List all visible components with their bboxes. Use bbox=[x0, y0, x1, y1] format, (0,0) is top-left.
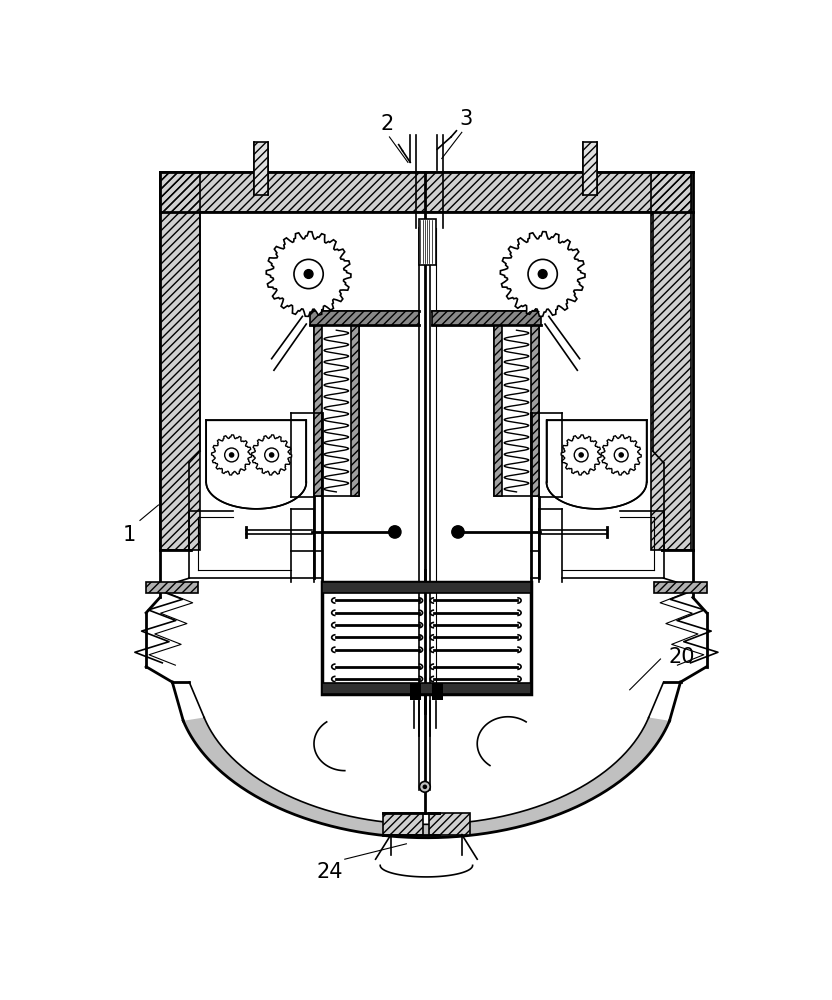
Circle shape bbox=[423, 785, 427, 789]
Bar bbox=[494, 326, 502, 496]
Bar bbox=[351, 326, 359, 496]
Bar bbox=[432, 311, 541, 325]
Bar bbox=[322, 582, 531, 593]
Circle shape bbox=[230, 453, 234, 457]
Circle shape bbox=[528, 259, 557, 289]
Polygon shape bbox=[266, 232, 351, 316]
Bar bbox=[384, 813, 423, 835]
Polygon shape bbox=[251, 435, 292, 475]
Circle shape bbox=[225, 448, 239, 462]
Bar bbox=[146, 582, 199, 593]
Bar bbox=[531, 326, 539, 496]
Bar bbox=[322, 582, 531, 593]
Bar bbox=[146, 582, 199, 593]
Bar bbox=[654, 582, 706, 593]
Circle shape bbox=[579, 453, 583, 457]
Text: 2: 2 bbox=[380, 114, 394, 134]
Bar bbox=[310, 311, 419, 325]
Circle shape bbox=[389, 526, 401, 538]
Text: 24: 24 bbox=[316, 862, 343, 882]
Bar bbox=[160, 172, 691, 212]
Polygon shape bbox=[500, 232, 585, 316]
Text: 3: 3 bbox=[460, 109, 473, 129]
Circle shape bbox=[419, 781, 430, 792]
Bar bbox=[351, 326, 359, 496]
Polygon shape bbox=[602, 435, 641, 475]
Bar bbox=[384, 813, 423, 835]
Bar bbox=[314, 326, 322, 496]
Bar bbox=[322, 683, 531, 694]
Bar bbox=[322, 683, 531, 694]
Bar bbox=[429, 813, 469, 835]
Polygon shape bbox=[547, 420, 646, 509]
Circle shape bbox=[614, 448, 628, 462]
Bar bbox=[583, 142, 597, 195]
Bar bbox=[254, 142, 268, 195]
Bar bbox=[314, 326, 322, 496]
Circle shape bbox=[265, 448, 279, 462]
Polygon shape bbox=[561, 435, 602, 475]
Bar bbox=[651, 172, 691, 550]
Polygon shape bbox=[206, 420, 306, 509]
Circle shape bbox=[294, 259, 323, 289]
Bar bbox=[314, 326, 359, 496]
Bar bbox=[494, 326, 502, 496]
Bar bbox=[432, 683, 443, 700]
Bar bbox=[310, 311, 419, 325]
Bar bbox=[160, 172, 200, 550]
Bar bbox=[254, 142, 268, 195]
Circle shape bbox=[270, 453, 274, 457]
Circle shape bbox=[538, 270, 547, 278]
Bar bbox=[160, 172, 691, 212]
Bar bbox=[531, 326, 539, 496]
Text: 20: 20 bbox=[668, 647, 695, 667]
Bar bbox=[160, 172, 200, 550]
Text: 1: 1 bbox=[122, 525, 136, 545]
Bar bbox=[429, 813, 469, 835]
Bar bbox=[410, 683, 421, 700]
Circle shape bbox=[574, 448, 588, 462]
Polygon shape bbox=[183, 717, 670, 838]
Polygon shape bbox=[211, 435, 251, 475]
Bar bbox=[432, 311, 541, 325]
Bar bbox=[651, 172, 691, 550]
Bar bbox=[494, 326, 539, 496]
Circle shape bbox=[452, 526, 464, 538]
Bar bbox=[322, 582, 531, 694]
Circle shape bbox=[305, 270, 313, 278]
Bar bbox=[654, 582, 706, 593]
Bar bbox=[583, 142, 597, 195]
Bar bbox=[418, 219, 436, 265]
Circle shape bbox=[619, 453, 623, 457]
